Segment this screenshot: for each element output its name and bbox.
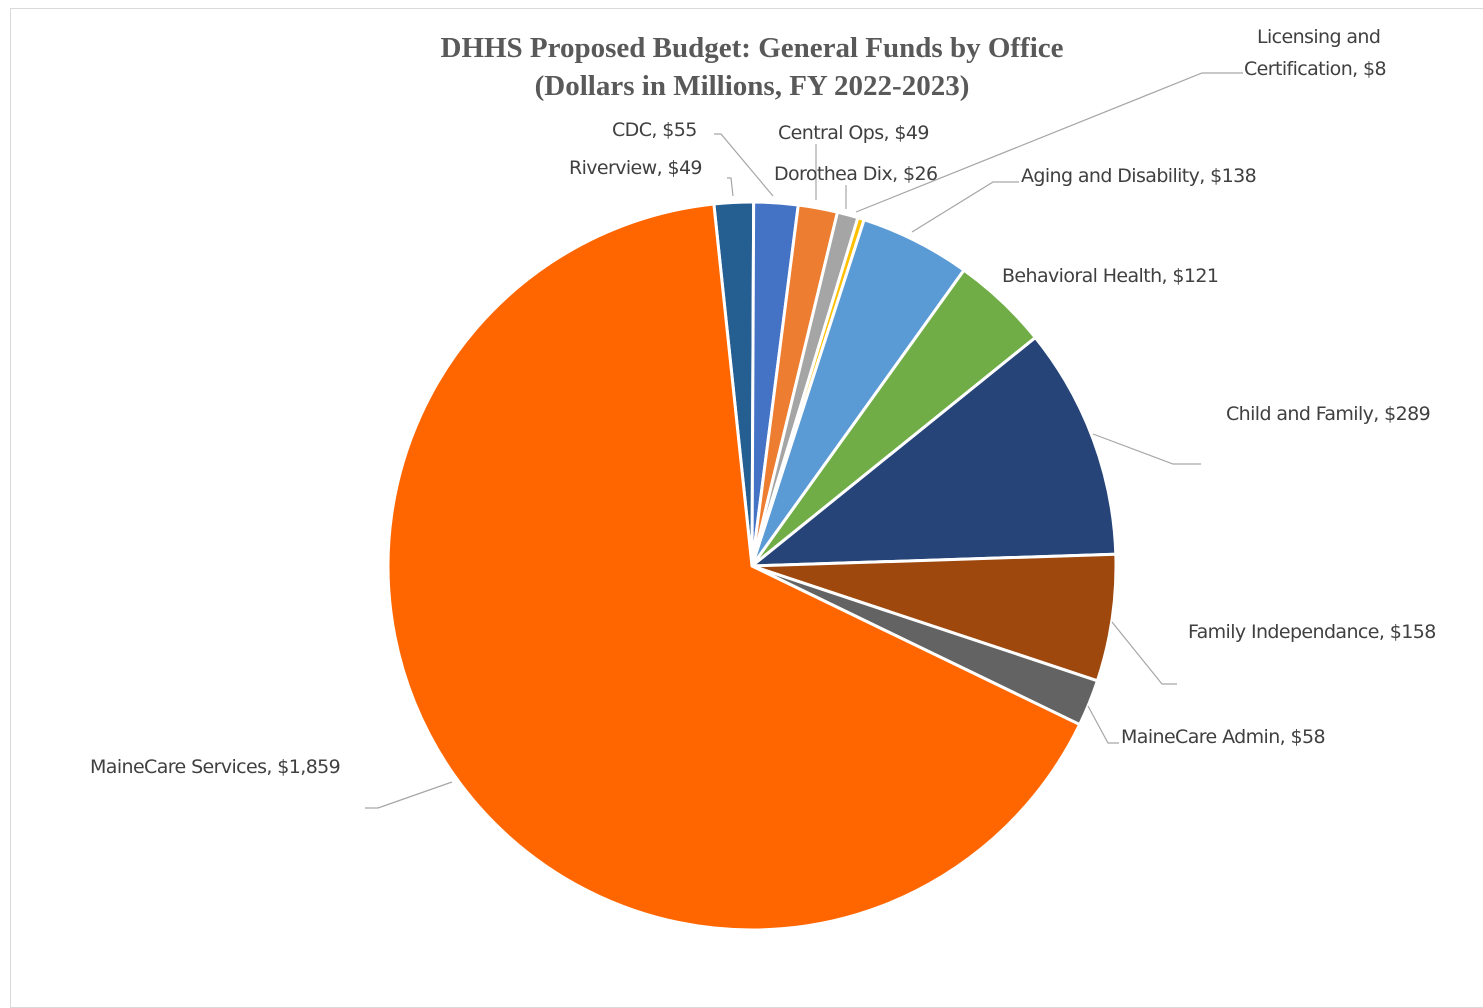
- data-labels: Riverview, $49 CDC, $55 Central Ops, $49 Do…: [90, 26, 1436, 778]
- leader-line: [1087, 705, 1119, 744]
- pie-slice: [386, 202, 1082, 932]
- data-label: Central Ops, $49: [778, 122, 929, 144]
- data-label: Aging and Disability, $138: [1021, 165, 1256, 187]
- leader-line: [911, 181, 1019, 233]
- leader-line: [855, 72, 1243, 213]
- pie-slice: [751, 552, 1118, 683]
- data-label: Behavioral Health, $121: [1002, 265, 1218, 287]
- chart-title-line-2: (Dollars in Millions, FY 2022-2023): [535, 70, 970, 102]
- leader-line: [1111, 621, 1177, 685]
- data-label: Riverview, $49: [569, 157, 702, 179]
- pie-slice: [747, 335, 1118, 568]
- data-label: Licensing and Certification, $8: [1244, 26, 1386, 80]
- leader-line: [727, 177, 734, 197]
- data-label: CDC, $55: [612, 119, 697, 141]
- data-label: MaineCare Services, $1,859: [90, 756, 340, 778]
- data-label: Family Independance, $158: [1188, 621, 1436, 643]
- leader-line: [1092, 433, 1201, 465]
- data-label: Child and Family, $289: [1226, 403, 1430, 425]
- data-label: MaineCare Admin, $58: [1121, 726, 1325, 748]
- data-label: Dorothea Dix, $26: [774, 163, 937, 185]
- leader-line: [365, 781, 453, 809]
- pie-chart: DHHS Proposed Budget: General Funds by O…: [90, 26, 1436, 932]
- leader-line: [714, 133, 774, 197]
- pie-slices: [386, 200, 1118, 932]
- chart-title-line-1: DHHS Proposed Budget: General Funds by O…: [441, 32, 1064, 64]
- leader-lines: [365, 72, 1243, 809]
